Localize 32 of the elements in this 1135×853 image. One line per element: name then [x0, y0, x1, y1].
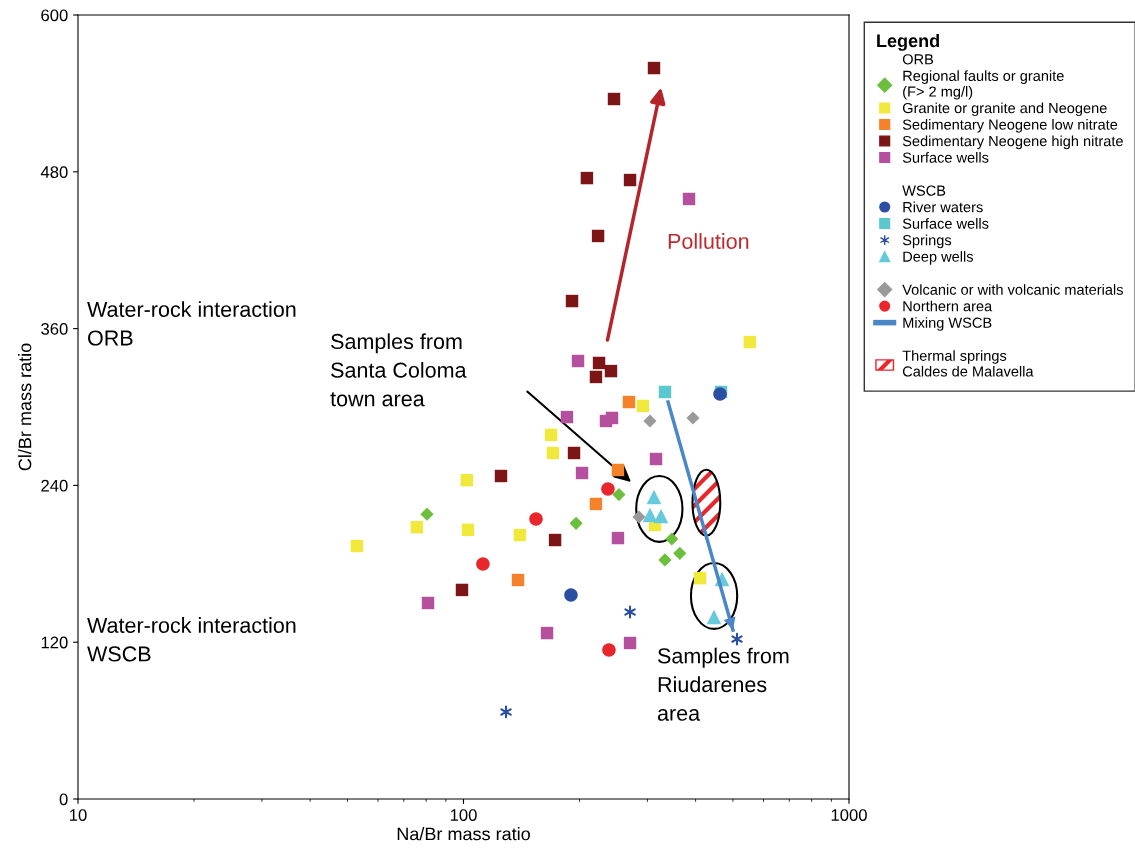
- legend-title: Legend: [877, 33, 939, 51]
- legend-label: Surface wells: [902, 218, 989, 229]
- x-tick-label: 10: [70, 809, 87, 821]
- legend-label: Springs: [902, 234, 952, 249]
- text: WSCB: [902, 185, 946, 196]
- legend-label: Volcanic or with volcanic materials: [902, 284, 1123, 295]
- y-tick-label: 600: [41, 9, 68, 22]
- annotation: Samples from Riudarenes area: [657, 647, 789, 721]
- x-axis-title: Na/Br mass ratio: [397, 827, 530, 841]
- legend-label: River waters: [903, 201, 983, 213]
- text: Thermal springs Caldes de Malavella: [902, 350, 1034, 377]
- legend-label: Sedimentary Neogene low nitrate: [902, 119, 1118, 133]
- legend-label: Deep wells: [903, 251, 974, 265]
- legend-label: Mixing WSCB: [903, 317, 992, 331]
- legend-label: Sedimentary Neogene high nitrate: [902, 135, 1123, 150]
- annotation: Water-rock interaction ORB: [87, 301, 296, 346]
- legend-label: Surface wells: [902, 152, 989, 163]
- y-tick-label: 120: [41, 636, 68, 649]
- text: ORB: [902, 54, 934, 65]
- y-tick-label: 360: [41, 323, 68, 335]
- x-tick-label: 100: [450, 809, 477, 821]
- legend-label: Granite or granite and Neogene: [902, 102, 1107, 117]
- annotation: Samples from Santa Coloma town area: [330, 333, 467, 407]
- y-axis-title: Cl/Br mass ratio: [18, 343, 32, 471]
- legend-label: Northern area: [903, 300, 993, 312]
- annotation: Pollution: [668, 233, 749, 249]
- y-tick-label: 480: [40, 166, 68, 178]
- y-tick-label: 0: [59, 793, 68, 806]
- y-tick-label: 240: [41, 479, 68, 492]
- x-tick-label: 1000: [831, 809, 867, 821]
- annotation: Water-rock interaction WSCB: [87, 617, 296, 662]
- legend-label: Regional faults or granite (F> 2 mg/l): [903, 70, 1064, 100]
